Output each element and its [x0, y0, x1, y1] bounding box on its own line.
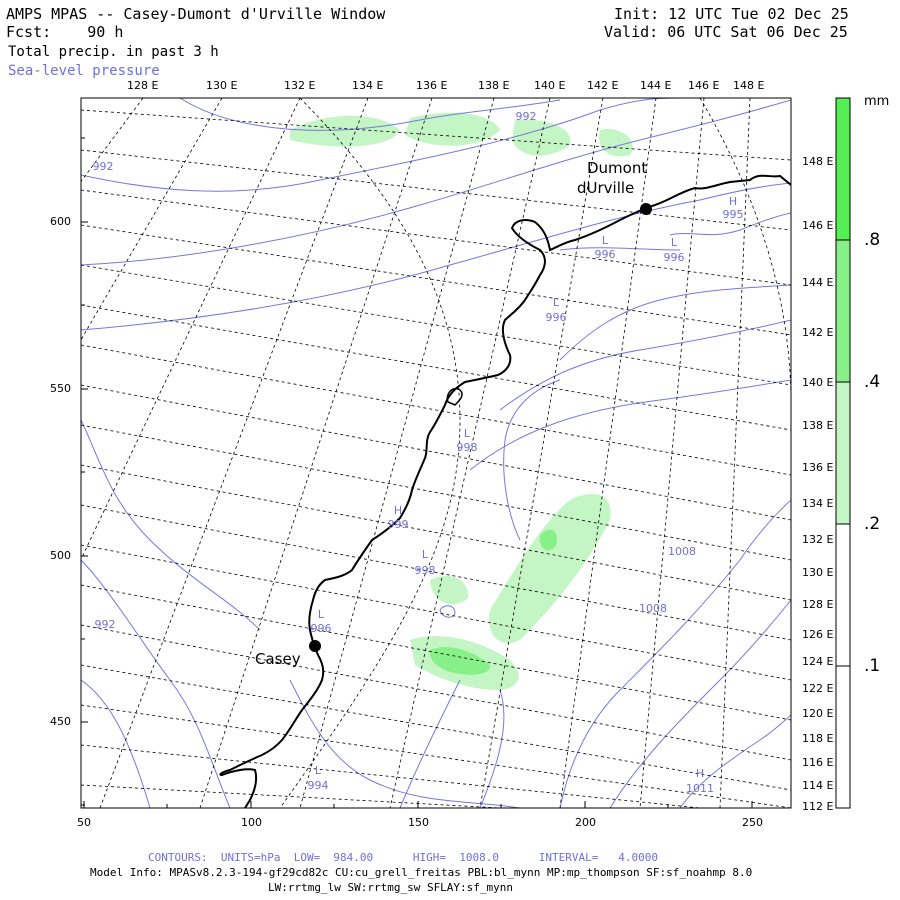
station-marker-casey [309, 640, 321, 652]
colorbar-segment [835, 665, 851, 809]
precip-shading [290, 112, 633, 690]
right-lon-label: 124 E [802, 655, 834, 668]
right-lon-label: 130 E [802, 566, 834, 579]
top-lon-label: 140 E [534, 79, 566, 92]
right-lon-label: 138 E [802, 419, 834, 432]
pressure-label: 1008 [639, 602, 667, 615]
colorbar-label: .8 [864, 230, 881, 250]
right-lon-label: 142 E [802, 326, 834, 339]
colorbar-label: .2 [864, 514, 881, 534]
station-name-dumont-line2: dUrville [577, 179, 634, 197]
right-lon-label: 120 E [802, 707, 834, 720]
map-frame [80, 97, 792, 809]
x-axis-label: 250 [742, 816, 763, 829]
top-lon-label: 148 E [733, 79, 765, 92]
colorbar-segment [835, 523, 851, 667]
x-axis-label: 100 [241, 816, 262, 829]
top-lon-label: 130 E [206, 79, 238, 92]
right-lon-label: 114 E [802, 779, 834, 792]
pressure-label: 996 [546, 311, 567, 324]
top-lon-label: 138 E [478, 79, 510, 92]
right-lon-label: 118 E [802, 732, 834, 745]
colorbar-label: .1 [864, 656, 881, 676]
pressure-label: 996 [664, 251, 685, 264]
right-lon-label: 128 E [802, 598, 834, 611]
pressure-label-kind: L [671, 236, 678, 249]
y-axis-label: 500 [50, 549, 71, 562]
station-marker-dumont [640, 203, 652, 215]
right-lon-label: 116 E [802, 756, 834, 769]
pressure-label: 992 [95, 618, 116, 631]
pressure-label-kind: L [318, 608, 325, 621]
pressure-label: 995 [723, 208, 744, 221]
pressure-label: 999 [388, 518, 409, 531]
model-info-line2: LW:rrtmg_lw SW:rrtmg_sw SFLAY:sf_mynn [268, 881, 514, 894]
top-lon-label: 132 E [284, 79, 316, 92]
pressure-label: 1011 [686, 782, 714, 795]
pressure-label: 994 [308, 779, 329, 792]
pressure-contours [81, 98, 791, 808]
graticule-meridians [81, 98, 791, 808]
right-lon-label: 122 E [802, 682, 834, 695]
contour-info: CONTOURS: UNITS=hPa LOW= 984.00 HIGH= 10… [148, 851, 658, 864]
pressure-label-kind: L [553, 296, 560, 309]
pressure-label: 992 [516, 110, 537, 123]
right-lon-label: 126 E [802, 628, 834, 641]
y-axis-label: 550 [50, 382, 71, 395]
pressure-label-kind: H [696, 767, 704, 780]
init-time: Init: 12 UTC Tue 02 Dec 25 [614, 5, 849, 23]
pressure-label: 998 [457, 441, 478, 454]
x-axis-label: 200 [575, 816, 596, 829]
map-title: AMPS MPAS -- Casey-Dumont d'Urville Wind… [6, 5, 386, 23]
right-lon-label: 136 E [802, 461, 834, 474]
coastline [219, 174, 791, 808]
forecast-hour: Fcst: 90 h [6, 23, 124, 41]
colorbar-unit: mm [864, 94, 890, 109]
right-lon-label: 132 E [802, 533, 834, 546]
top-lon-label: 134 E [352, 79, 384, 92]
pressure-label-kind: L [315, 764, 322, 777]
top-lon-label: 136 E [416, 79, 448, 92]
model-info: Model Info: MPASv8.2.3-194-gf29cd82c CU:… [90, 866, 753, 879]
station-name-casey: Casey [255, 650, 301, 668]
pressure-label-kind: L [422, 548, 429, 561]
right-lon-label: 148 E [802, 155, 834, 168]
pressure-label-kind: L [464, 427, 471, 440]
top-lon-label: 144 E [640, 79, 672, 92]
colorbar-label: .4 [864, 372, 881, 392]
x-axis-label: 150 [408, 816, 429, 829]
top-lon-label: 146 E [688, 79, 720, 92]
colorbar-segment [835, 381, 851, 525]
pressure-label: 992 [93, 160, 114, 173]
pressure-label: 996 [311, 622, 332, 635]
right-lon-label: 140 E [802, 376, 834, 389]
right-lon-label: 144 E [802, 276, 834, 289]
precip-shading-heavy [429, 529, 557, 675]
pressure-label: 996 [595, 248, 616, 261]
y-axis-label: 600 [50, 215, 71, 228]
pressure-label-kind: L [602, 234, 609, 247]
colorbar-segment [835, 239, 851, 383]
valid-time: Valid: 06 UTC Sat 06 Dec 25 [604, 23, 848, 41]
graticule-parallels [81, 98, 791, 808]
right-lon-label: 112 E [802, 800, 834, 813]
station-name-dumont: Dumont [587, 159, 647, 177]
top-lon-label: 128 E [127, 79, 159, 92]
pressure-label-kind: H [394, 504, 402, 517]
right-lon-label: 146 E [802, 219, 834, 232]
y-axis-label: 450 [50, 715, 71, 728]
colorbar-segment [835, 97, 851, 241]
x-axis-label: 50 [77, 816, 91, 829]
pressure-label-kind: H [729, 195, 737, 208]
field-name: Total precip. in past 3 h [8, 44, 219, 60]
top-lon-label: 142 E [587, 79, 619, 92]
pressure-label: 1008 [668, 545, 696, 558]
pressure-label: 998 [415, 564, 436, 577]
colorbar [835, 97, 851, 809]
right-lon-label: 134 E [802, 497, 834, 510]
contour-field-name: Sea-level pressure [8, 63, 160, 79]
